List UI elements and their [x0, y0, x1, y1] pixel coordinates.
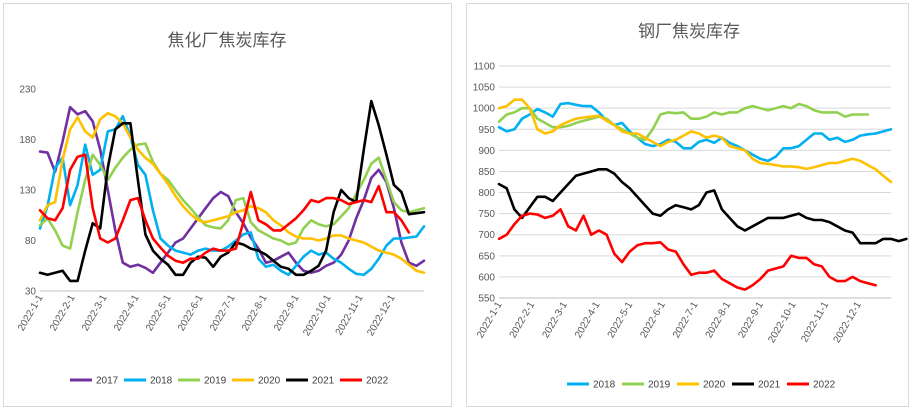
series-line-2019: [497, 102, 870, 142]
x-tick-label: 2022-1-1: [475, 300, 505, 341]
x-tick-label: 2022-10-1: [766, 300, 799, 345]
legend-label-2018: 2018: [150, 376, 173, 387]
x-tick-label: 2022-5-1: [144, 293, 174, 334]
x-tick-label: 2022-11-1: [334, 293, 366, 338]
legend-label-2022: 2022: [813, 380, 836, 391]
series-line-2022: [38, 153, 411, 265]
y-tick-label: 1100: [473, 62, 495, 73]
y-tick-label: 650: [478, 251, 495, 262]
x-tick-label: 2022-3-1: [80, 293, 110, 334]
x-tick-label: 2022-10-1: [301, 293, 334, 338]
y-tick-label: 750: [478, 209, 495, 220]
series-line-2020: [497, 98, 893, 184]
y-tick-label: 130: [19, 186, 36, 197]
y-tick-label: 800: [478, 188, 495, 199]
y-tick-label: 950: [478, 125, 495, 136]
series-line-2018: [38, 115, 426, 277]
y-tick-label: 700: [478, 230, 495, 241]
x-tick-label: 2022-4-1: [573, 300, 603, 341]
coke-plant-inventory-chart-panel: 焦化厂焦炭库存 30 80 130 180 230 2022-1-1 2022-2-1 20…: [3, 3, 452, 407]
x-tick-label: 2022-9-1: [272, 293, 302, 334]
x-tick-label: 2022-2-1: [508, 300, 538, 341]
x-tick-label: 2022-6-1: [176, 293, 206, 334]
y-tick-label: 1000: [473, 104, 496, 115]
y-tick-label: 550: [478, 294, 495, 305]
x-tick-label: 2022-9-1: [736, 300, 766, 341]
steel-mill-inventory-chart-panel: 钢厂焦炭库存 550 600 650 700 750 800 850 900 950 1000 10…: [466, 3, 909, 407]
x-tick-label: 2022-8-1: [704, 300, 734, 341]
y-tick-label: 900: [478, 146, 495, 157]
series-line-2019: [38, 142, 426, 250]
x-tick-label: 2022-3-1: [540, 300, 570, 341]
x-tick-label: 2022-1-1: [16, 293, 46, 334]
series-line-2022: [497, 208, 877, 291]
chart-title: 焦化厂焦炭库存: [168, 31, 287, 50]
x-tick-label: 2022-2-1: [48, 293, 78, 334]
x-tick-label: 2022-8-1: [240, 293, 270, 334]
legend-label-2019: 2019: [204, 376, 227, 387]
series-line-2018: [497, 101, 893, 163]
chart-title: 钢厂焦炭库存: [638, 22, 740, 41]
y-tick-label: 180: [19, 135, 36, 146]
x-tick-label: 2022-5-1: [606, 300, 636, 341]
y-tick-label: 30: [25, 287, 37, 298]
y-tick-label: 850: [478, 167, 495, 178]
legend-label-2019: 2019: [648, 380, 671, 391]
x-tick-label: 2022-7-1: [208, 293, 238, 334]
legend-label-2017: 2017: [96, 376, 119, 387]
series-line-2020: [38, 111, 426, 275]
x-tick-label: 2022-7-1: [671, 300, 701, 341]
legend-label-2018: 2018: [593, 380, 616, 391]
y-tick-label: 600: [478, 272, 495, 283]
x-tick-label: 2022-12-1: [365, 293, 398, 338]
legend-label-2021: 2021: [758, 380, 781, 391]
x-tick-label: 2022-12-1: [832, 300, 865, 345]
x-tick-label: 2022-11-1: [799, 300, 831, 345]
x-tick-label: 2022-4-1: [112, 293, 142, 334]
y-tick-label: 230: [19, 85, 36, 96]
y-tick-label: 80: [25, 236, 37, 247]
legend-label-2020: 2020: [258, 376, 281, 387]
legend-label-2021: 2021: [312, 376, 335, 387]
legend-label-2022: 2022: [366, 376, 389, 387]
series-line-2021: [497, 168, 908, 245]
steel-mill-inventory-chart: 钢厂焦炭库存 550 600 650 700 750 800 850 900 950 1000 10…: [473, 22, 908, 391]
x-tick-label: 2022-6-1: [638, 300, 668, 341]
legend-label-2020: 2020: [703, 380, 726, 391]
series-line-2021: [38, 99, 426, 283]
y-tick-label: 1050: [473, 83, 496, 94]
